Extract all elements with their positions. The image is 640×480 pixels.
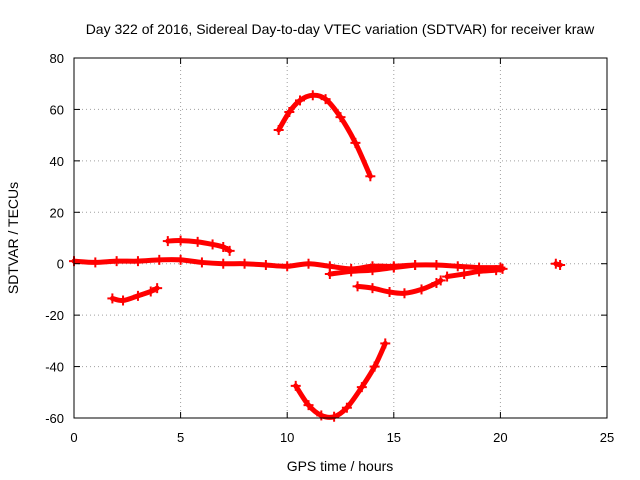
y-tick-label: 80 — [50, 51, 64, 66]
data-point — [162, 236, 173, 247]
data-point — [356, 382, 367, 393]
series-line — [276, 92, 373, 179]
data-point — [152, 283, 163, 294]
data-point — [335, 112, 346, 123]
y-axis-label: SDTVAR / TECUs — [5, 182, 21, 294]
data-point — [474, 266, 485, 277]
data-point — [384, 287, 395, 297]
y-tick-label: -40 — [45, 360, 64, 375]
data-point — [431, 260, 442, 270]
x-tick-label: 20 — [493, 430, 507, 445]
data-point — [218, 242, 229, 252]
series-low-arc-mid — [352, 275, 446, 299]
series-high-arc — [273, 90, 376, 182]
data-point — [207, 239, 218, 250]
series-mid-negative — [324, 260, 421, 279]
y-tick-label: -20 — [45, 308, 64, 323]
data-point — [154, 254, 165, 265]
data-point — [324, 269, 335, 279]
y-tick-label: -60 — [45, 411, 64, 426]
series-line — [355, 277, 444, 296]
series-low-arc-early — [107, 283, 163, 306]
x-tick-label: 0 — [70, 430, 77, 445]
data-point — [107, 293, 118, 304]
grid-lines — [74, 58, 607, 418]
y-tick-label: 20 — [50, 205, 64, 220]
data-point — [218, 258, 229, 269]
data-point — [303, 258, 314, 269]
data-point — [224, 245, 235, 256]
data-point — [380, 338, 391, 349]
data-point — [367, 265, 378, 276]
data-point — [352, 281, 363, 292]
data-point — [346, 266, 357, 277]
data-point — [452, 261, 463, 272]
data-point — [294, 95, 305, 106]
data-point — [369, 361, 380, 372]
data-series — [69, 90, 566, 422]
data-point — [192, 236, 203, 247]
data-point — [132, 290, 143, 301]
y-tick-label: 0 — [57, 257, 64, 272]
x-tick-label: 5 — [177, 430, 184, 445]
series-upper-segment-early — [162, 235, 235, 256]
series-isolated-point — [550, 258, 566, 270]
data-point — [175, 235, 186, 246]
data-point — [320, 94, 331, 105]
data-point — [196, 257, 207, 268]
x-tick-label: 10 — [280, 430, 294, 445]
data-point — [273, 125, 284, 135]
data-point — [555, 260, 566, 270]
chart-title: Day 322 of 2016, Sidereal Day-to-day VTE… — [86, 21, 595, 37]
data-point — [239, 258, 250, 269]
data-point — [442, 271, 453, 282]
y-tick-label: 40 — [50, 154, 64, 169]
data-point — [284, 107, 295, 117]
data-point — [497, 263, 508, 274]
data-point — [282, 261, 293, 272]
plot-frame — [73, 57, 608, 419]
data-point — [365, 171, 376, 182]
data-point — [316, 410, 327, 421]
series-low-arc-deep — [290, 338, 391, 422]
data-point — [290, 380, 301, 391]
data-point — [145, 286, 156, 297]
data-point — [491, 265, 502, 276]
data-point — [329, 411, 340, 422]
data-point — [388, 262, 399, 273]
data-point — [175, 254, 186, 265]
data-point — [307, 90, 318, 101]
data-point — [416, 284, 427, 295]
data-point — [435, 275, 446, 286]
data-point — [303, 400, 314, 411]
data-point — [260, 260, 271, 270]
x-tick-label: 25 — [600, 430, 614, 445]
data-point — [118, 295, 129, 306]
x-tick-label: 15 — [387, 430, 401, 445]
data-point — [410, 260, 421, 270]
data-point — [341, 402, 352, 413]
data-point — [90, 257, 101, 268]
data-point — [132, 256, 143, 267]
data-point — [111, 256, 122, 267]
data-point — [350, 137, 361, 148]
data-point — [367, 283, 378, 294]
series-near-zero-main — [69, 254, 506, 274]
axis-ticks: 0 5 10 15 20 25 -60 -40 -20 0 20 40 60 80 — [45, 51, 614, 445]
data-point — [399, 288, 410, 299]
data-point — [459, 269, 470, 279]
series-recovery-branch — [442, 263, 508, 282]
x-axis-label: GPS time / hours — [287, 458, 394, 474]
y-tick-label: 60 — [50, 102, 64, 117]
